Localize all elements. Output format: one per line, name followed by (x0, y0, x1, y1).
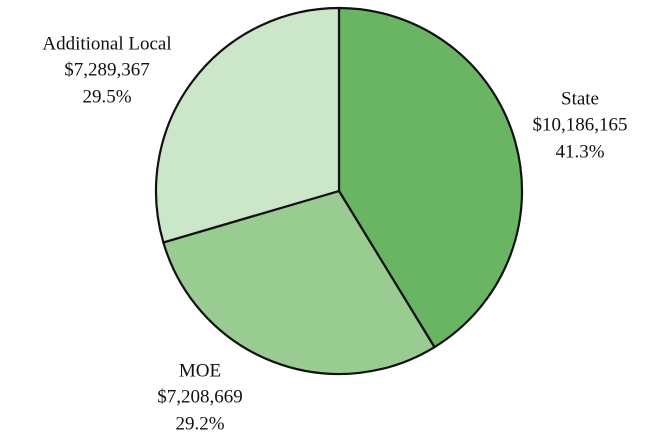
slice-value-label: $7,289,367 (64, 59, 150, 80)
slice-label: Additional Local (42, 33, 171, 54)
pie-slice (337, 6, 524, 349)
slice-label: MOE (179, 360, 221, 381)
pie-slice (154, 6, 341, 244)
slice-value-label: $7,208,669 (157, 386, 243, 407)
slice-percent-label: 29.2% (175, 413, 224, 434)
slice-percent-label: 41.3% (555, 141, 604, 162)
slice-value-label: $10,186,165 (533, 114, 628, 135)
slice-percent-label: 29.5% (82, 86, 131, 107)
pie-slice (162, 189, 436, 376)
slice-label: State (561, 88, 599, 109)
